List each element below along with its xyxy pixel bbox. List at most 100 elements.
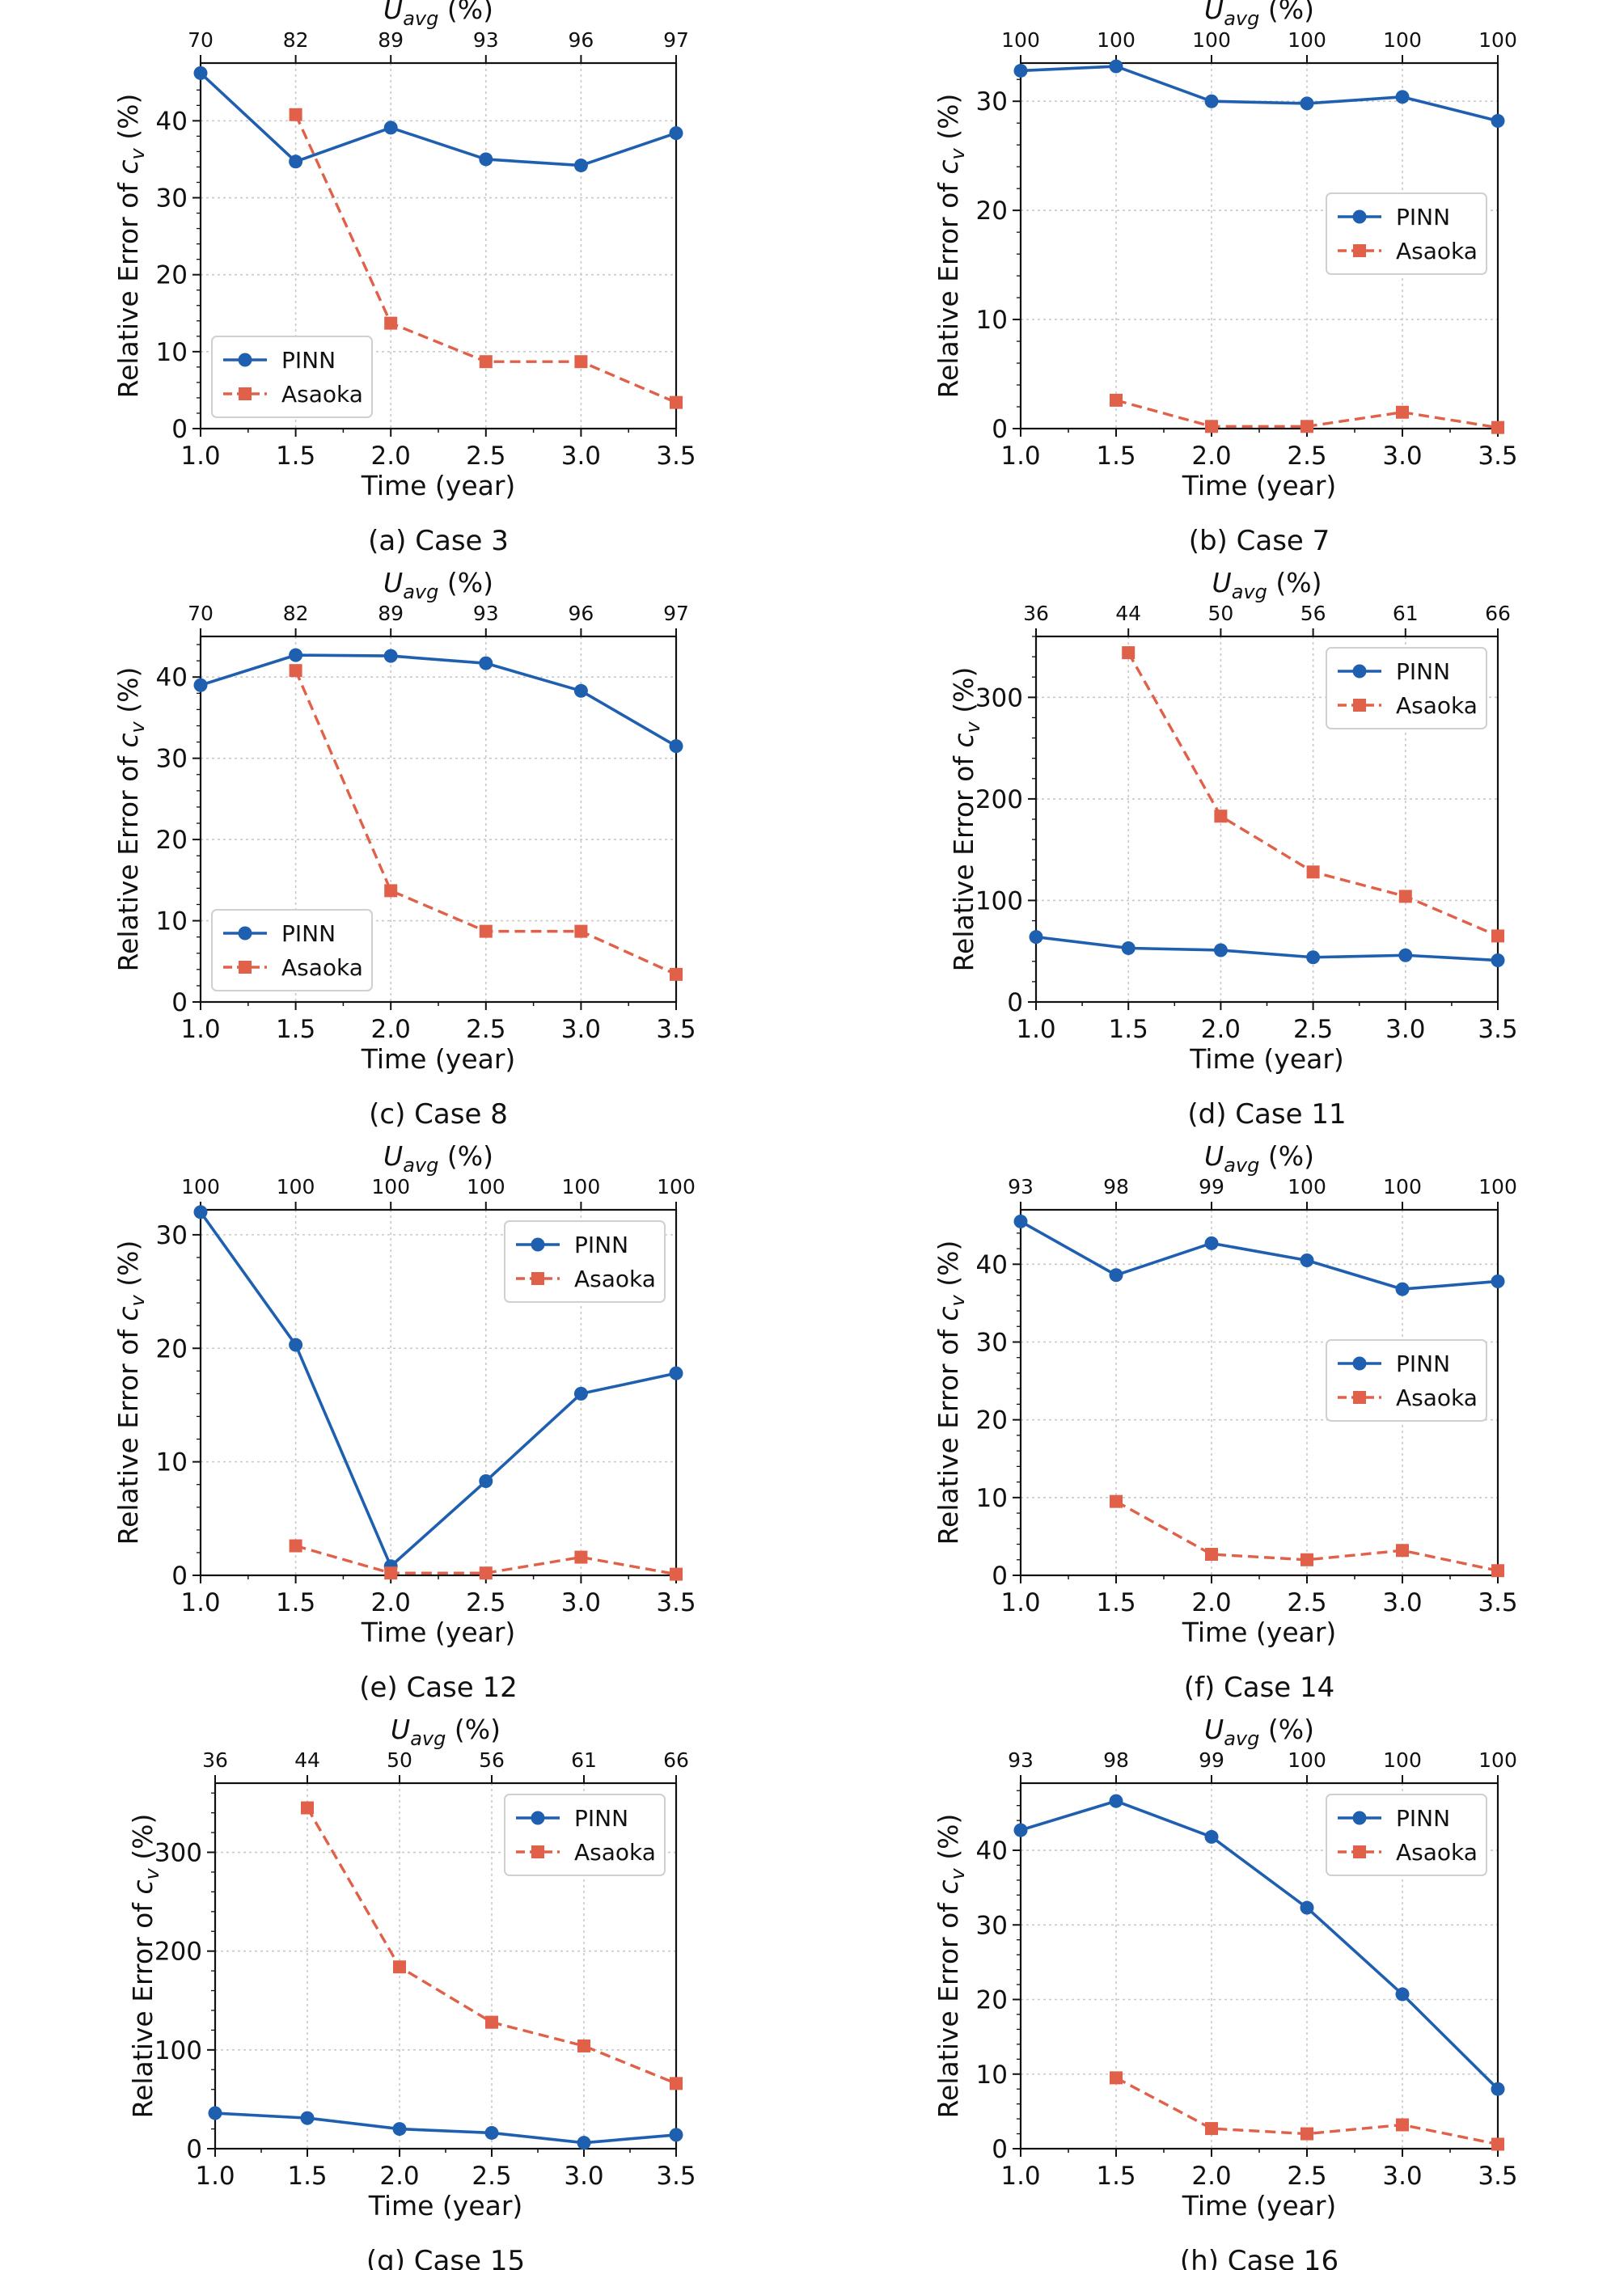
y-tick-label: 20 (156, 261, 188, 290)
y-tick-label: 200 (975, 785, 1023, 814)
pinn-point (193, 678, 208, 692)
asaoka-point (670, 395, 683, 409)
y-axis-label: Relative Error of cv (%) (127, 1814, 163, 2119)
x-tick-label: 3.5 (656, 1015, 696, 1044)
legend-label: PINN (1396, 1351, 1450, 1377)
top-tick-label: 93 (1008, 1748, 1034, 1772)
chart-panel: 1.0 1.5 2.0 2.5 3.0 3.5 93 98 99 100 100 100 0 10 20 30… (933, 1140, 1518, 1704)
legend: PINN Asaoka (504, 1220, 666, 1303)
top-tick-label: 97 (663, 602, 689, 625)
top-axis-label: Uavg (%) (383, 0, 493, 30)
asaoka-point (485, 2015, 498, 2029)
pinn-point (1204, 1236, 1219, 1250)
pinn-point (300, 2111, 315, 2125)
asaoka-point (1110, 1494, 1123, 1508)
top-tick-label: 44 (294, 1748, 320, 1772)
chart-panel: 1.0 1.5 2.0 2.5 3.0 3.5 70 82 89 93 96 97 0 10 20 30 40 T… (112, 567, 696, 1131)
top-tick-label: 100 (1383, 28, 1422, 52)
top-tick-label: 100 (181, 1175, 220, 1198)
legend-label: PINN (281, 920, 336, 947)
x-tick-label: 1.0 (180, 1588, 220, 1617)
y-tick-label: 10 (976, 1484, 1008, 1513)
pinn-point (1121, 941, 1136, 955)
pinn-point (1398, 948, 1413, 962)
legend-label: Asaoka (1396, 1384, 1478, 1411)
asaoka-point (479, 924, 493, 938)
legend-box (1326, 192, 1487, 275)
x-tick-label: 2.5 (1293, 1015, 1333, 1044)
chart-panel: 1.0 1.5 2.0 2.5 3.0 3.5 100 100 100 100 100 100 0 10 2… (933, 0, 1518, 557)
asaoka-point (670, 967, 683, 981)
legend-label: Asaoka (574, 1266, 656, 1292)
top-tick-label: 98 (1103, 1748, 1129, 1772)
x-tick-label: 3.5 (1478, 442, 1517, 471)
top-tick-label: 66 (1485, 602, 1511, 625)
legend-marker-asaoka (531, 1845, 544, 1858)
x-tick-label: 2.0 (371, 442, 411, 471)
x-tick-label: 2.0 (371, 1015, 411, 1044)
asaoka-point (1306, 865, 1320, 879)
legend: PINN Asaoka (1326, 192, 1487, 275)
x-tick-label: 1.5 (1096, 442, 1136, 471)
legend-marker-pinn (531, 1237, 545, 1252)
top-tick-label: 56 (1300, 602, 1326, 625)
y-tick-label: 10 (976, 2061, 1008, 2090)
y-tick-label: 0 (992, 415, 1008, 444)
pinn-series-line (199, 72, 677, 167)
pinn-point (1491, 953, 1505, 968)
top-tick-label: 96 (568, 602, 594, 625)
pinn-point (1109, 1268, 1123, 1283)
legend-label: Asaoka (1396, 1839, 1478, 1866)
x-tick-label: 1.5 (287, 2162, 327, 2191)
top-tick-label: 100 (1192, 28, 1231, 52)
legend-box (1326, 1339, 1487, 1422)
x-axis-label: Time (year) (361, 1617, 516, 1648)
asaoka-point (289, 1539, 302, 1553)
top-tick-label: 100 (277, 1175, 315, 1198)
chart-panel: 1.0 1.5 2.0 2.5 3.0 3.5 70 82 89 93 96 97 0 10 20 30 40 T… (112, 0, 696, 557)
asaoka-point (574, 355, 588, 369)
pinn-point (1213, 943, 1228, 957)
legend-marker-pinn (238, 926, 252, 941)
top-tick-label: 61 (1393, 602, 1419, 625)
legend-marker-asaoka (1353, 244, 1366, 257)
asaoka-point (1300, 2127, 1313, 2141)
y-tick-label: 20 (976, 1986, 1008, 2015)
x-tick-label: 1.5 (276, 1588, 315, 1617)
pinn-point (669, 1366, 683, 1380)
x-tick-label: 3.5 (656, 1588, 696, 1617)
y-axis-label: Relative Error of cv (%) (112, 94, 149, 399)
asaoka-point (577, 2039, 590, 2052)
pinn-point (383, 120, 398, 135)
y-tick-label: 10 (156, 1448, 188, 1477)
pinn-point (573, 683, 588, 698)
pinn-point (1013, 63, 1028, 78)
x-tick-label: 2.0 (1191, 442, 1231, 471)
top-axis-label: Uavg (%) (383, 1140, 493, 1177)
asaoka-point (289, 108, 302, 121)
asaoka-point (1300, 420, 1313, 433)
legend-marker-pinn (238, 353, 252, 367)
pinn-point (1491, 2082, 1505, 2096)
pinn-point (1013, 1214, 1028, 1228)
pinn-point (1306, 950, 1321, 965)
legend-box (1326, 647, 1487, 729)
asaoka-point (384, 316, 398, 330)
x-axis-label: Time (year) (1182, 470, 1337, 501)
x-tick-label: 2.5 (1287, 2162, 1326, 2191)
y-tick-label: 30 (156, 745, 188, 774)
top-tick-label: 61 (571, 1748, 597, 1772)
asaoka-point (1398, 890, 1412, 903)
x-tick-label: 1.0 (1000, 2162, 1040, 2191)
pinn-point (669, 2128, 683, 2142)
asaoka-point (670, 2077, 683, 2090)
legend-label: PINN (1396, 204, 1450, 230)
y-tick-label: 20 (156, 1334, 188, 1363)
pinn-series-line (1020, 65, 1499, 123)
top-tick-label: 100 (1097, 28, 1136, 52)
asaoka-point (1122, 646, 1136, 660)
top-tick-label: 97 (663, 28, 689, 52)
asaoka-point (384, 884, 398, 898)
pinn-series-line (1020, 1220, 1499, 1291)
x-tick-label: 2.5 (1287, 442, 1326, 471)
